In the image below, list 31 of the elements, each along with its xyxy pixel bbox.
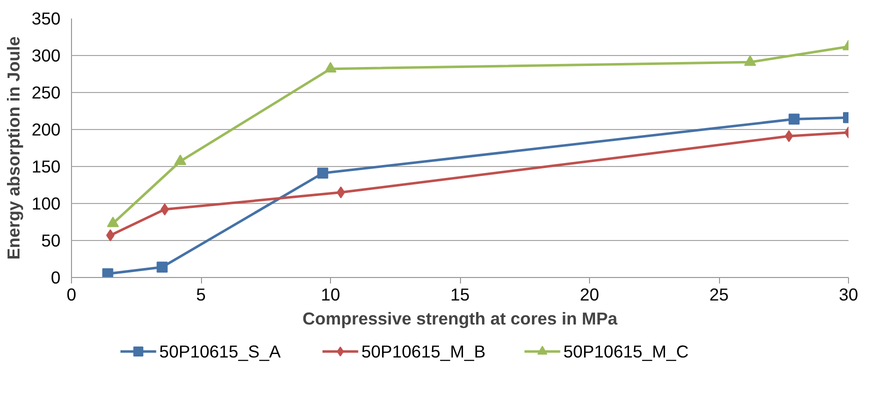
x-tick-label: 10 (320, 284, 340, 304)
point (317, 168, 328, 179)
y-tick-label: 300 (32, 46, 61, 66)
point (788, 114, 800, 125)
y-tick-label: 0 (50, 268, 61, 288)
point (784, 130, 794, 142)
point (156, 262, 168, 273)
x-tick-label: 20 (580, 284, 600, 304)
legend-label: 50P10615_S_A (159, 342, 282, 362)
y-axis-title: Energy absorption in Joule (4, 36, 24, 260)
x-axis-title: Compressive strength at cores in MPa (302, 308, 618, 328)
x-tick-label: 15 (450, 284, 470, 304)
point (744, 55, 756, 66)
y-tick-label: 200 (32, 120, 61, 140)
legend-label: 50P10615_M_B (361, 342, 486, 362)
point (324, 62, 336, 72)
point (106, 216, 119, 228)
point (174, 154, 186, 165)
y-tick-label: 150 (32, 156, 61, 176)
x-tick-label: 30 (838, 284, 858, 304)
point (336, 186, 346, 198)
point (106, 229, 115, 242)
point (102, 268, 114, 278)
y-tick-label: 100 (32, 194, 61, 214)
x-tick-label: 5 (196, 284, 206, 304)
x-tick-label: 0 (66, 284, 76, 304)
y-tick-label: 350 (32, 8, 61, 28)
y-tick-label: 250 (32, 82, 61, 102)
x-tick-label: 25 (709, 284, 729, 304)
y-tick-label: 50 (41, 230, 61, 250)
legend-label: 50P10615_M_C (563, 342, 689, 362)
